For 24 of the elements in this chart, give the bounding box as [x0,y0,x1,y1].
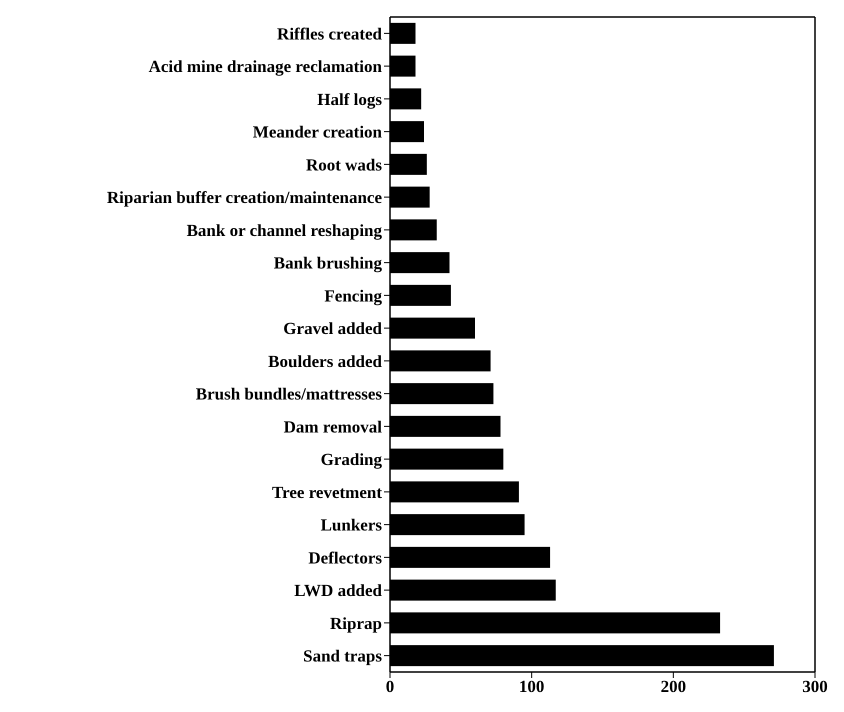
y-tick-label: Boulders added [268,352,383,371]
y-tick-label: Fencing [324,286,382,306]
y-tick-label: Meander creation [252,122,383,142]
y-tick-label: Tree revetment [272,482,382,502]
y-tick-label: Acid mine drainage reclamation [148,57,383,76]
y-tick-label: Riprap [330,614,382,633]
x-tick-label: 0 [386,677,394,696]
y-tick-label: Root wads [306,155,382,174]
y-tick-label: Gravel added [283,319,383,338]
y-tick-label: Brush bundles/mattresses [196,384,382,404]
y-tick-label: Deflectors [308,548,382,568]
y-tick-label: Bank brushing [274,254,382,273]
x-tick-label: 100 [518,677,544,696]
x-tick-label: 300 [802,677,828,696]
y-tick-label: Sand traps [303,646,382,666]
y-tick-label: Lunkers [320,516,382,535]
y-tick-label: Riparian buffer creation/maintenance [106,188,382,208]
y-tick-label: Riffles created [277,24,383,44]
y-tick-label: Half logs [317,90,382,109]
y-tick-label: Grading [320,450,382,470]
y-tick-label: LWD added [294,581,383,600]
y-tick-label: Dam removal [284,417,382,436]
x-tick-label: 200 [660,677,686,696]
y-tick-label: Bank or channel reshaping [186,220,382,240]
